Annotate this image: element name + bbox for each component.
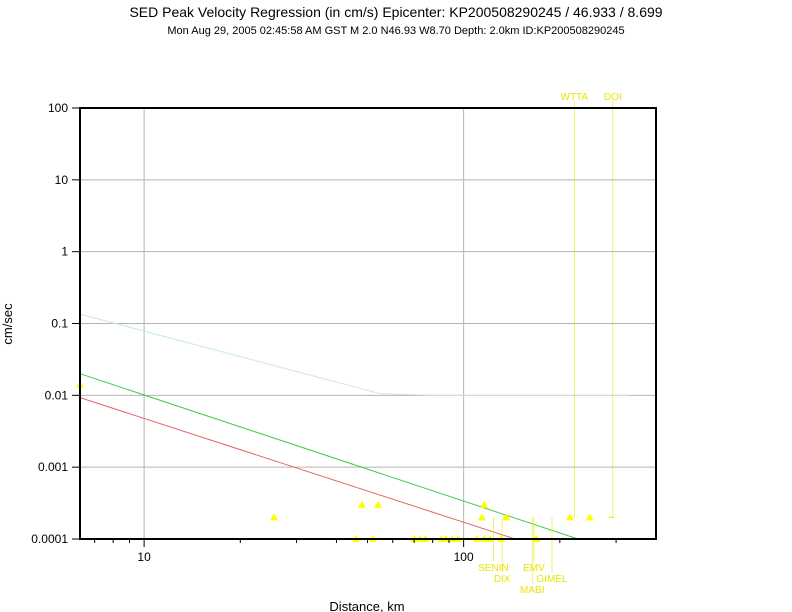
y-tick-label: 0.01 [45,388,69,402]
data-point [502,513,511,521]
y-tick-label: 100 [48,101,68,115]
y-tick-label: 1 [61,245,68,259]
station-label-bottom: SENIN [478,563,509,574]
station-label-bottom: EMV [523,563,545,574]
station-label-top: WTTA [561,92,589,103]
y-tick-label: 10 [55,173,69,187]
regression-line-green [79,373,579,540]
y-tick-label: 0.0001 [31,532,68,546]
grid-lines [80,107,656,540]
y-tick-label: 0.001 [38,460,68,474]
station-label-bottom: MABI [520,585,544,596]
x-axis-label: Distance, km [329,599,404,612]
chart-title: SED Peak Velocity Regression (in cm/s) E… [129,4,663,20]
regression-lines [79,313,630,540]
data-point [357,500,366,508]
data-point [477,513,486,521]
chart-subtitle: Mon Aug 29, 2005 02:45:58 AM GST M 2.0 N… [167,25,625,37]
y-axis-label: cm/sec [0,303,15,345]
axis-ticks: 100 10 1 0.1 0.01 0.001 0.0001 10 100 [31,101,617,564]
station-guide-lines [493,101,614,583]
data-point [480,500,489,508]
regression-line-faint-green [79,313,630,396]
data-point [585,513,594,521]
regression-line-red [79,397,516,540]
data-point [374,500,383,508]
data-point [270,513,279,521]
data-point [565,513,574,521]
station-label-bottom: GIMEL [536,574,568,585]
station-label-top: DOI [604,92,622,103]
x-tick-label: 100 [454,550,474,564]
station-label-bottom: DIX [494,574,511,585]
y-tick-label: 0.1 [51,317,68,331]
x-tick-label: 10 [137,550,151,564]
